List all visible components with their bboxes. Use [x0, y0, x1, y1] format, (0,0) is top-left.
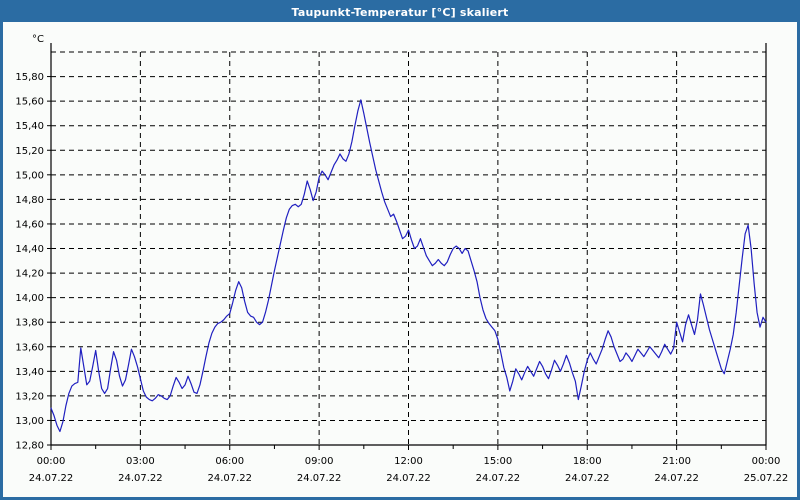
y-axis-tick-label: 14,40: [15, 244, 44, 255]
x-axis-tick-label: 03:00: [126, 456, 155, 467]
x-axis-tick-date: 25.07.22: [744, 473, 789, 484]
x-axis-tick-label: 21:00: [662, 456, 691, 467]
x-axis-tick-date: 24.07.22: [565, 473, 610, 484]
y-axis-tick-label: 13,60: [15, 342, 44, 353]
x-axis-tick-date: 24.07.22: [476, 473, 521, 484]
grid-lines: [51, 51, 766, 446]
window-title: Taupunkt-Temperatur [°C] skaliert: [291, 6, 509, 19]
x-axis-tick-label: 18:00: [573, 456, 602, 467]
x-axis-tick-label: 06:00: [215, 456, 244, 467]
y-axis-tick-label: 15,60: [15, 97, 44, 108]
x-axis-tick-label: 09:00: [305, 456, 334, 467]
x-axis-tick-date: 24.07.22: [29, 473, 74, 484]
axis-lines: [50, 43, 767, 446]
x-axis-tick-label: 00:00: [37, 456, 66, 467]
y-axis-tick-label: 12,80: [15, 441, 44, 452]
y-axis-tick-label: 13,00: [15, 416, 44, 427]
chart-plot-area: 15,80 15,60 15,40 15,20 15,00 14,80 14,60 14,40…: [3, 22, 797, 497]
axis-ticks: [47, 76, 767, 450]
line-chart-svg: 15,80 15,60 15,40 15,20 15,00 14,80 14,60 14,40…: [15, 34, 789, 484]
x-axis-tick-date: 24.07.22: [654, 473, 699, 484]
y-axis-tick-label: 14,20: [15, 269, 44, 280]
y-axis-tick-label: 15,00: [15, 170, 44, 181]
y-axis-tick-label: 13,80: [15, 318, 44, 329]
y-axis-tick-label: 15,40: [15, 121, 44, 132]
y-axis-tick-label: 15,20: [15, 146, 44, 157]
x-axis-tick-date: 24.07.22: [297, 473, 342, 484]
y-axis-tick-label: 14,00: [15, 293, 44, 304]
x-axis-tick-date: 24.07.22: [386, 473, 431, 484]
y-axis-unit-label: °C: [32, 34, 44, 45]
x-axis-tick-label: 15:00: [483, 456, 512, 467]
x-axis-labels: 00:00 24.07.22 03:00 24.07.22 06:00 24.07.22 0…: [29, 456, 789, 484]
y-axis-tick-label: 14,80: [15, 195, 44, 206]
y-axis-tick-label: 15,80: [15, 72, 44, 83]
x-axis-tick-label: 00:00: [752, 456, 781, 467]
x-axis-tick-label: 12:00: [394, 456, 423, 467]
x-axis-tick-date: 24.07.22: [207, 473, 252, 484]
y-axis-labels: 15,80 15,60 15,40 15,20 15,00 14,80 14,60 14,40…: [15, 72, 44, 451]
dewpoint-series-line: [50, 99, 767, 433]
y-axis-tick-label: 13,40: [15, 367, 44, 378]
y-axis-tick-label: 13,20: [15, 391, 44, 402]
window-title-bar: Taupunkt-Temperatur [°C] skaliert: [3, 3, 797, 22]
y-axis-tick-label: 14,60: [15, 219, 44, 230]
x-axis-tick-date: 24.07.22: [118, 473, 163, 484]
